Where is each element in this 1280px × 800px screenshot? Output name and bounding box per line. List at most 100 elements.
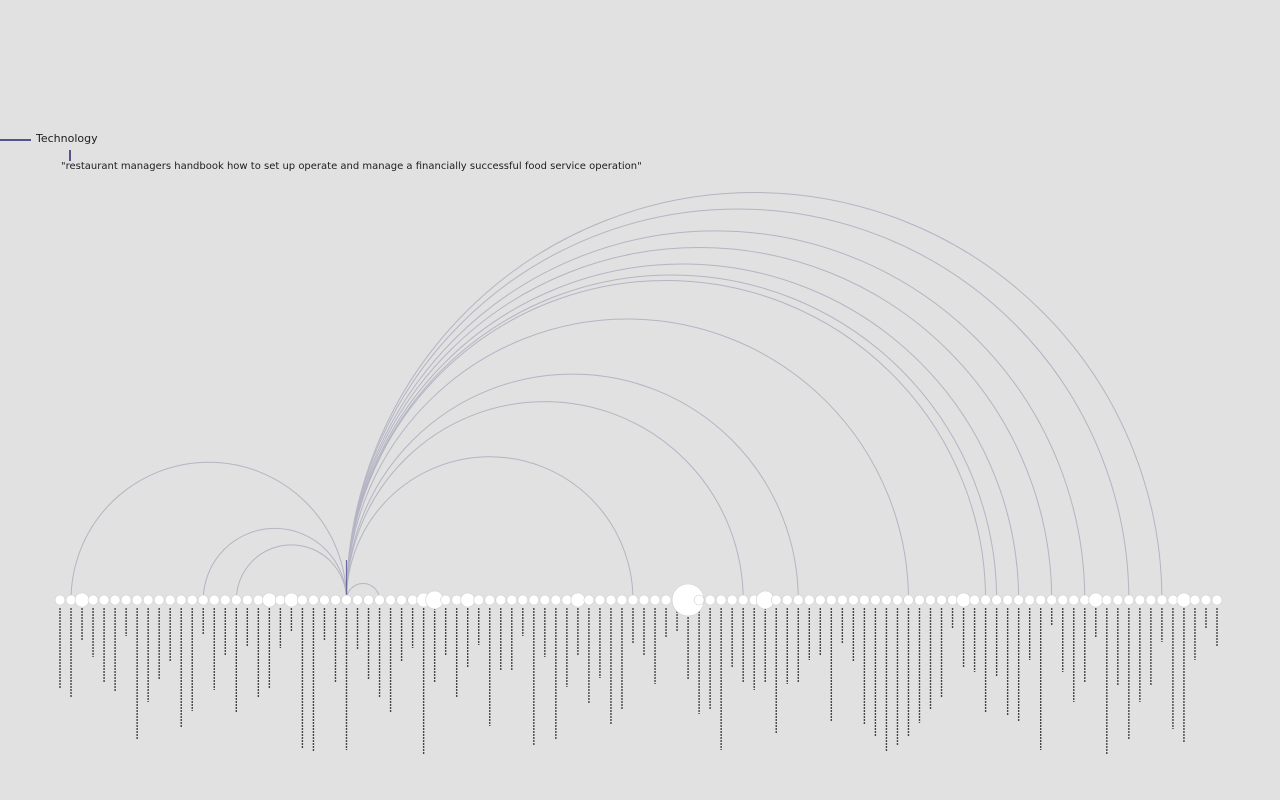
selected-node[interactable] <box>341 594 352 606</box>
node-circle[interactable] <box>649 594 661 606</box>
node-circle[interactable] <box>396 594 407 606</box>
node-circle[interactable] <box>715 594 727 606</box>
node-circle[interactable] <box>1167 594 1179 606</box>
node-circle[interactable] <box>528 594 540 606</box>
node-circle[interactable] <box>385 594 396 606</box>
node-circle[interactable] <box>594 594 606 606</box>
node-circle[interactable] <box>892 594 903 606</box>
node-circle[interactable] <box>153 594 165 606</box>
node-circle[interactable] <box>914 594 925 606</box>
node-circle[interactable] <box>484 594 496 606</box>
node-circle[interactable] <box>638 594 650 606</box>
node-circle[interactable] <box>297 594 308 606</box>
node-circle[interactable] <box>319 594 330 606</box>
node-circle[interactable] <box>870 594 881 606</box>
node-circle[interactable] <box>275 594 286 606</box>
node-circle[interactable] <box>87 594 99 606</box>
node-circle[interactable] <box>837 594 848 606</box>
node-circle[interactable] <box>1024 594 1035 606</box>
node-circle[interactable] <box>1211 594 1223 606</box>
node-circle[interactable] <box>770 594 782 606</box>
node-circle[interactable] <box>175 594 187 606</box>
node-circle[interactable] <box>956 592 971 608</box>
node-circle[interactable] <box>616 594 628 606</box>
node-circle[interactable] <box>284 592 299 608</box>
node-circle[interactable] <box>1200 594 1212 606</box>
node-circle[interactable] <box>517 594 529 606</box>
node-circle[interactable] <box>660 594 672 606</box>
node-circle[interactable] <box>74 592 90 608</box>
node-circle[interactable] <box>1123 594 1135 606</box>
node-circle[interactable] <box>605 594 617 606</box>
node-circle[interactable] <box>1013 594 1024 606</box>
node-circle[interactable] <box>208 594 220 606</box>
node-circle[interactable] <box>815 594 826 606</box>
node-circle[interactable] <box>120 594 132 606</box>
node-circle[interactable] <box>737 594 749 606</box>
node-circle[interactable] <box>704 594 716 606</box>
node-circle[interactable] <box>262 592 277 608</box>
node-circle[interactable] <box>693 594 705 606</box>
node-circle[interactable] <box>781 594 793 606</box>
node-circle[interactable] <box>374 594 385 606</box>
node-circle[interactable] <box>363 594 374 606</box>
node-circle[interactable] <box>473 594 485 606</box>
node-circle[interactable] <box>991 594 1002 606</box>
node-circle[interactable] <box>848 594 859 606</box>
node-circle[interactable] <box>936 594 947 606</box>
node-circle[interactable] <box>859 594 870 606</box>
node-circle[interactable] <box>1079 594 1091 606</box>
node-circle[interactable] <box>1088 592 1104 608</box>
node-circle[interactable] <box>1002 594 1013 606</box>
node-circle[interactable] <box>1068 594 1080 606</box>
node-circle[interactable] <box>539 594 551 606</box>
node-circle[interactable] <box>142 594 154 606</box>
node-circle[interactable] <box>881 594 892 606</box>
node-circle[interactable] <box>1134 594 1146 606</box>
node-circle[interactable] <box>451 594 462 606</box>
node-circle[interactable] <box>352 594 363 606</box>
node-circle[interactable] <box>109 594 121 606</box>
node-circle[interactable] <box>826 594 837 606</box>
node-circle[interactable] <box>506 594 518 606</box>
node-circle[interactable] <box>131 594 143 606</box>
node-circle[interactable] <box>627 594 639 606</box>
node-circle[interactable] <box>726 594 738 606</box>
node-circle[interactable] <box>197 594 209 606</box>
node-circle[interactable] <box>1057 594 1069 606</box>
node-circle[interactable] <box>1035 594 1046 606</box>
node-circle[interactable] <box>98 594 110 606</box>
node-circle[interactable] <box>570 592 586 608</box>
node-circle[interactable] <box>1046 594 1058 606</box>
node-circle[interactable] <box>903 594 914 606</box>
node-circle[interactable] <box>495 594 507 606</box>
node-circle[interactable] <box>219 594 231 606</box>
node-circle[interactable] <box>253 594 264 606</box>
node-circle[interactable] <box>792 594 804 606</box>
legend-category-label[interactable]: Technology <box>36 132 98 145</box>
node-circle[interactable] <box>583 594 595 606</box>
node-circle[interactable] <box>65 594 77 606</box>
node-circle[interactable] <box>308 594 319 606</box>
node-circle[interactable] <box>550 594 562 606</box>
node-circle[interactable] <box>231 594 242 606</box>
node-circle[interactable] <box>561 594 573 606</box>
node-circle[interactable] <box>1156 594 1168 606</box>
node-circle[interactable] <box>1176 592 1192 608</box>
node-circle[interactable] <box>186 594 198 606</box>
node-circle[interactable] <box>980 594 991 606</box>
node-circle[interactable] <box>1145 594 1157 606</box>
node-circle[interactable] <box>925 594 936 606</box>
node-circle[interactable] <box>1112 594 1124 606</box>
node-circle[interactable] <box>969 594 980 606</box>
node-circle[interactable] <box>947 594 958 606</box>
node-circle[interactable] <box>1101 594 1113 606</box>
node-circle[interactable] <box>803 594 815 606</box>
node-circle[interactable] <box>330 594 341 606</box>
node-circle[interactable] <box>460 592 476 608</box>
node-circle[interactable] <box>1189 594 1201 606</box>
node-circle[interactable] <box>54 594 66 606</box>
node-circle[interactable] <box>440 594 451 606</box>
node-circle[interactable] <box>407 594 418 606</box>
node-circle[interactable] <box>242 594 253 606</box>
